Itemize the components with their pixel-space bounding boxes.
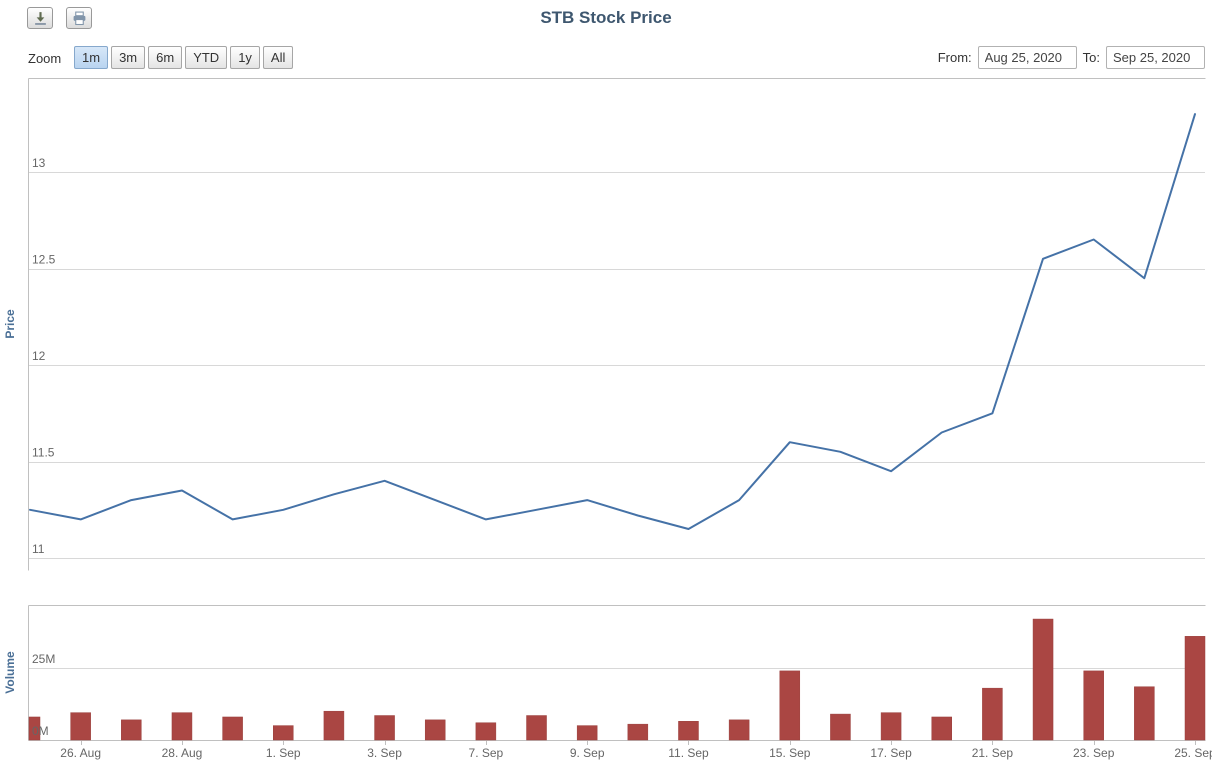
volume-bar[interactable] xyxy=(374,715,395,741)
price-y-axis-labels: 11 11.5 12 12.5 13 xyxy=(32,156,56,556)
zoom-button-1m[interactable]: 1m xyxy=(74,46,109,69)
x-tick-label: 23. Sep xyxy=(1073,746,1115,760)
download-button[interactable] xyxy=(27,7,53,29)
export-buttons xyxy=(27,7,92,29)
price-series-line[interactable] xyxy=(29,113,1196,530)
volume-bars[interactable] xyxy=(28,618,1206,741)
y-tick-label: 0M xyxy=(32,724,49,738)
gridlines xyxy=(28,172,1205,669)
volume-bar[interactable] xyxy=(678,721,699,741)
volume-axis-title: Volume xyxy=(3,651,17,694)
volume-bar[interactable] xyxy=(982,687,1003,741)
x-tick-label: 1. Sep xyxy=(266,746,301,760)
volume-bar[interactable] xyxy=(424,719,446,741)
y-tick-label: 12.5 xyxy=(32,253,56,267)
x-tick-label: 28. Aug xyxy=(162,746,203,760)
volume-bar[interactable] xyxy=(28,716,41,741)
zoom-label: Zoom xyxy=(28,51,62,66)
volume-bar[interactable] xyxy=(171,712,193,741)
x-axis-labels: 26. Aug 28. Aug 1. Sep 3. Sep 7. Sep 9. Sep 11… xyxy=(60,746,1212,760)
print-icon xyxy=(72,11,87,26)
y-tick-label: 25M xyxy=(32,652,55,666)
zoom-button-ytd[interactable]: YTD xyxy=(185,46,228,69)
zoom-button-all[interactable]: All xyxy=(262,46,294,69)
volume-bar[interactable] xyxy=(1184,636,1206,741)
chart-title: STB Stock Price xyxy=(540,8,672,27)
volume-bar[interactable] xyxy=(121,719,142,741)
x-tick-label: 9. Sep xyxy=(570,746,605,760)
x-tick-label: 17. Sep xyxy=(870,746,912,760)
axis-lines xyxy=(28,78,1206,741)
volume-bar[interactable] xyxy=(728,719,750,741)
zoom-button-6m[interactable]: 6m xyxy=(148,46,183,69)
volume-bar[interactable] xyxy=(273,725,294,741)
from-label: From: xyxy=(937,50,972,65)
x-tick-label: 21. Sep xyxy=(972,746,1014,760)
volume-bar[interactable] xyxy=(526,715,547,741)
x-tick-label: 15. Sep xyxy=(769,746,811,760)
x-tick-label: 26. Aug xyxy=(60,746,101,760)
date-range: From: To: xyxy=(938,46,1205,69)
volume-bar[interactable] xyxy=(627,723,649,741)
zoom-button-1y[interactable]: 1y xyxy=(230,46,260,69)
y-tick-label: 12 xyxy=(32,349,46,363)
volume-bar[interactable] xyxy=(880,712,902,741)
download-icon xyxy=(33,11,48,26)
volume-bar[interactable] xyxy=(323,710,345,741)
y-tick-label: 13 xyxy=(32,156,46,170)
volume-bar[interactable] xyxy=(222,716,243,741)
y-tick-label: 11 xyxy=(32,542,45,556)
print-button[interactable] xyxy=(66,7,92,29)
volume-bar[interactable] xyxy=(931,716,952,741)
x-tick-label: 25. Sep xyxy=(1174,746,1212,760)
x-tick-label: 7. Sep xyxy=(469,746,504,760)
volume-bar[interactable] xyxy=(70,712,91,741)
y-tick-label: 11.5 xyxy=(32,446,55,460)
x-axis-ticks xyxy=(81,740,1196,745)
axis-titles: Price Volume xyxy=(3,309,17,694)
x-tick-label: 3. Sep xyxy=(367,746,402,760)
zoom-button-3m[interactable]: 3m xyxy=(111,46,146,69)
volume-bar[interactable] xyxy=(779,670,801,741)
volume-bar[interactable] xyxy=(576,725,598,741)
to-label: To: xyxy=(1082,50,1100,65)
volume-y-axis-labels: 25M 0M xyxy=(32,652,55,738)
volume-bar[interactable] xyxy=(830,713,851,741)
x-tick-label: 11. Sep xyxy=(668,746,709,760)
volume-bar[interactable] xyxy=(1032,618,1054,741)
volume-bar[interactable] xyxy=(475,722,497,741)
zoom-buttons: 1m 3m 6m YTD 1y All xyxy=(74,46,294,69)
from-date-input[interactable] xyxy=(977,46,1077,69)
volume-bar[interactable] xyxy=(1083,670,1104,741)
to-date-input[interactable] xyxy=(1106,46,1205,69)
volume-bar[interactable] xyxy=(1134,686,1155,741)
price-axis-title: Price xyxy=(3,309,17,339)
